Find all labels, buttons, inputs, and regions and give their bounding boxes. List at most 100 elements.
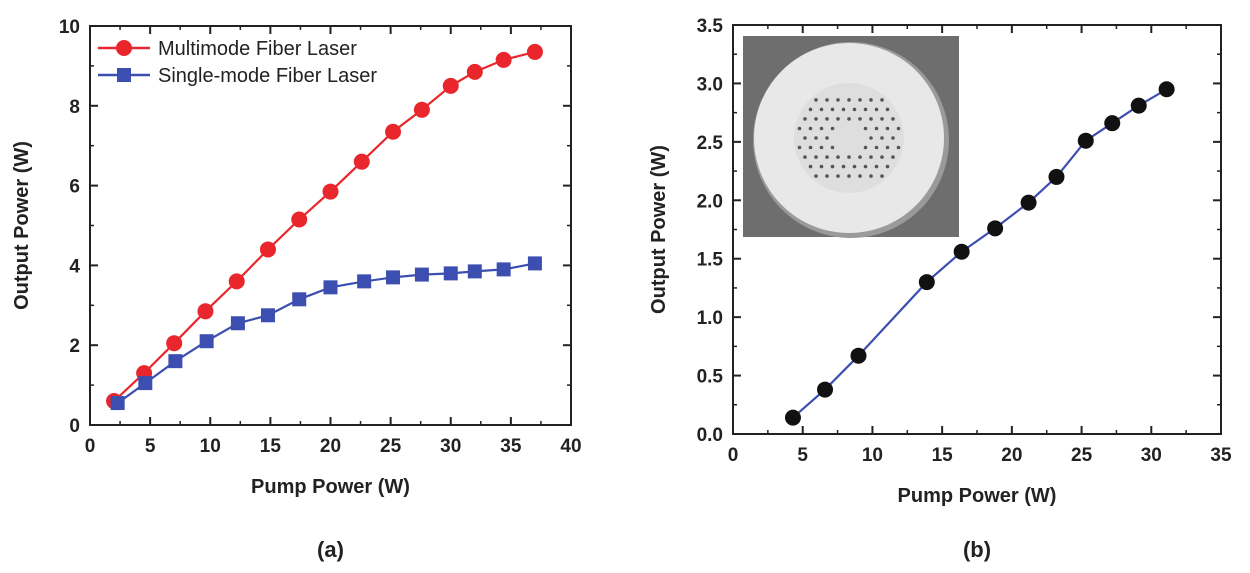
air-hole [863,126,868,131]
air-hole [852,164,857,169]
data-point-square [138,376,153,391]
air-hole [880,174,884,178]
air-hole [891,136,895,140]
legend-label: Multimode Fiber Laser [158,38,357,60]
x-tick-label: 35 [500,436,522,457]
air-hole [825,174,829,178]
air-hole [836,155,840,159]
air-hole [858,98,862,102]
y-tick-label: 1.0 [697,308,723,329]
air-hole [874,126,879,131]
air-hole [836,117,840,121]
y-tick-label: 2.5 [697,133,724,154]
air-hole [885,126,890,131]
air-hole [819,107,824,112]
data-point-circle [322,183,339,200]
air-hole [847,117,851,121]
air-hole [896,145,901,150]
data-point-square [443,266,458,281]
x-tick-label: 15 [260,436,282,457]
x-tick-label: 35 [1210,445,1232,466]
x-tick-label: 5 [797,445,808,466]
air-hole [803,136,807,140]
data-point-square [168,354,183,369]
data-point-square [496,262,511,277]
data-point-square [110,396,125,411]
data-point-circle [918,274,935,291]
x-tick-label: 25 [1071,445,1093,466]
y-tick-label: 0 [69,416,80,437]
legend-label: Single-mode Fiber Laser [158,65,377,87]
x-tick-label: 15 [932,445,954,466]
y-tick-label: 2 [69,336,80,357]
x-tick-label: 10 [200,436,221,457]
data-point-circle [166,335,183,352]
data-point-circle [1048,168,1065,185]
air-hole [863,145,868,150]
air-hole [841,164,846,169]
y-tick-label: 3.5 [697,16,724,37]
data-point-circle [1158,81,1175,98]
legend-a: Multimode Fiber Laser Single-mode Fiber L… [98,38,377,87]
air-hole [808,126,813,131]
air-hole [808,145,813,150]
air-hole [830,145,835,150]
panel-label-b: (b) [963,537,991,562]
data-point-square [323,280,338,295]
ticks-b: 0 5 10 15 20 25 30 35 0.0 0.5 1.0 1.5 2.0 2.5 3.0 3.5 [697,16,1232,466]
y-tick-label: 10 [59,17,80,38]
data-point-circle [442,77,459,94]
air-hole [808,107,813,112]
air-hole [858,117,862,121]
air-hole [880,155,884,159]
x-tick-label: 0 [85,436,96,457]
air-hole [858,174,862,178]
air-hole [885,107,890,112]
series-b [784,81,1175,426]
y-tick-label: 4 [69,256,80,277]
y-tick-label: 1.5 [697,250,724,271]
air-hole [847,98,851,102]
y-tick-label: 0.5 [697,367,724,388]
data-point-square [230,316,245,331]
air-hole [814,174,818,178]
data-point-circle [291,211,308,228]
air-hole [880,136,884,140]
air-hole [797,126,802,131]
air-hole [803,155,807,159]
data-point-square [357,274,372,289]
data-point-circle [850,347,867,364]
data-point-circle [413,101,430,118]
air-hole [863,107,868,112]
x-axis-label-a: Pump Power (W) [251,476,410,498]
data-point-circle [495,51,512,68]
ticks-a: 0 5 10 15 20 25 30 35 40 0 2 4 6 8 10 [59,17,582,457]
air-hole [825,155,829,159]
air-hole [814,136,818,140]
data-point-circle [1077,132,1094,149]
y-axis-label-b: Output Power (W) [648,145,670,314]
air-hole [896,126,901,131]
air-hole [869,117,873,121]
air-hole [830,107,835,112]
air-hole [814,155,818,159]
data-point-circle [197,303,214,320]
data-point-square [414,267,429,282]
y-tick-label: 0.0 [697,425,723,446]
legend-swatch-square [117,68,131,82]
air-hole [836,174,840,178]
air-hole [847,155,851,159]
x-axis-label-b: Pump Power (W) [898,485,1057,507]
data-point-square [467,264,482,279]
data-point-circle [1130,97,1147,114]
air-hole [869,98,873,102]
x-tick-label: 5 [145,436,156,457]
air-hole [819,126,824,131]
air-hole [891,117,895,121]
air-hole [836,98,840,102]
data-point-square [260,308,275,323]
y-tick-label: 6 [69,177,80,198]
air-hole [803,117,807,121]
x-tick-label: 25 [380,436,402,457]
